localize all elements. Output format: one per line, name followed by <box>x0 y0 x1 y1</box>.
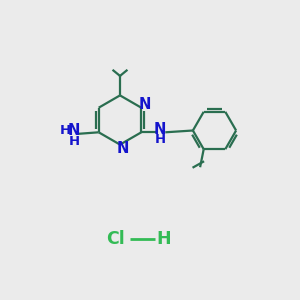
Text: N: N <box>139 97 152 112</box>
Text: H: H <box>154 133 166 146</box>
Text: N: N <box>68 123 80 138</box>
Text: H: H <box>68 135 80 148</box>
Text: Cl: Cl <box>106 230 125 247</box>
Text: N: N <box>117 141 129 156</box>
Text: N: N <box>154 122 167 137</box>
Text: H: H <box>156 230 171 247</box>
Text: H: H <box>60 124 71 137</box>
